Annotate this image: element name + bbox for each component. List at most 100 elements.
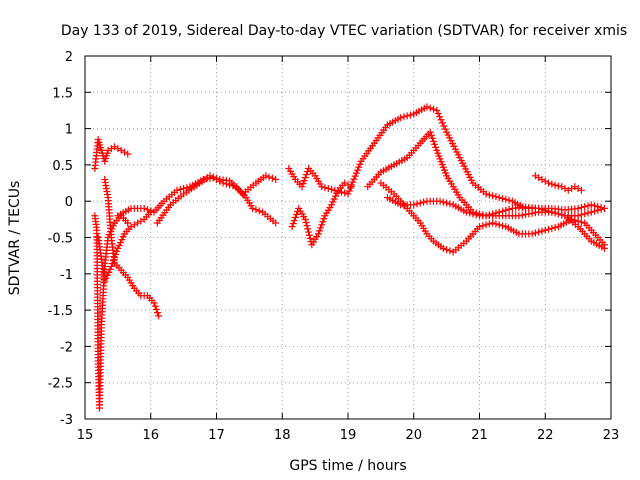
data-point-marker [265, 173, 273, 181]
data-point-marker [531, 229, 539, 237]
data-point-marker [303, 222, 311, 230]
data-point-marker [209, 173, 217, 181]
data-point-marker [446, 247, 454, 255]
data-point-marker [319, 218, 327, 226]
data-point-marker [485, 220, 493, 228]
data-point-marker [416, 199, 424, 207]
data-point-marker [499, 222, 507, 230]
data-point-marker [577, 204, 585, 212]
data-point-marker [587, 208, 595, 216]
data-point-marker [531, 172, 539, 180]
data-point-marker [538, 227, 546, 235]
data-point-marker [485, 191, 493, 199]
data-point-marker [318, 183, 326, 191]
x-tick-label: 23 [603, 428, 620, 443]
data-point-marker [535, 228, 543, 236]
data-point-marker [400, 113, 408, 121]
data-point-marker [482, 190, 490, 198]
data-point-marker [303, 168, 311, 176]
data-point-marker [443, 199, 451, 207]
data-point-marker [479, 222, 487, 230]
grid-lines [85, 56, 611, 419]
data-point-marker [317, 224, 325, 232]
data-point-marker [347, 183, 355, 191]
data-point-marker [436, 113, 444, 121]
data-point-marker [292, 211, 300, 219]
data-point-marker [272, 219, 280, 227]
data-point-marker [111, 253, 119, 261]
data-point-marker [538, 175, 546, 183]
data-point-marker [301, 174, 309, 182]
data-point-marker [301, 215, 309, 223]
data-point-marker [337, 188, 345, 196]
data-point-marker [403, 112, 411, 120]
data-point-marker [298, 183, 306, 191]
data-point-marker [505, 205, 513, 213]
x-axis-label: GPS time / hours [289, 458, 406, 474]
data-point-marker [306, 234, 314, 242]
data-point-marker [137, 217, 145, 225]
y-tick-labels: -3 -2.5 -2 -1.5 -1 -0.5 0 0.5 1 1.5 2 [48, 50, 73, 428]
data-point-marker [495, 221, 503, 229]
data-point-marker [255, 207, 263, 215]
y-tick-label: 0 [65, 195, 73, 210]
data-point-marker [554, 210, 562, 218]
chart-title: Day 133 of 2019, Sidereal Day-to-day VTE… [61, 23, 627, 39]
data-point-marker [545, 225, 553, 233]
data-point-marker [113, 247, 121, 255]
data-point-marker [577, 218, 585, 226]
data-point-marker [476, 223, 483, 231]
data-point-marker [558, 183, 566, 191]
data-point-marker [541, 177, 549, 185]
data-point-marker [545, 179, 553, 187]
data-point-marker [571, 183, 579, 191]
data-point-marker [429, 105, 437, 113]
data-point-marker [213, 174, 220, 182]
data-point-marker [120, 148, 128, 156]
data-point-marker [577, 211, 585, 219]
data-point-marker [438, 119, 446, 127]
data-point-marker [427, 131, 435, 139]
data-point-marker [554, 182, 562, 190]
data-point-marker [561, 184, 569, 192]
data-point-marker [587, 201, 595, 209]
x-tick-label: 15 [77, 428, 94, 443]
data-point-marker [489, 219, 497, 227]
data-point-marker [584, 209, 592, 217]
data-point-marker [288, 223, 296, 231]
data-point-marker [429, 137, 437, 145]
data-point-marker [574, 184, 582, 192]
data-point-marker [151, 302, 159, 310]
data-point-marker [423, 103, 431, 111]
data-point-marker [584, 202, 592, 210]
data-point-marker [551, 209, 559, 217]
data-point-marker [107, 263, 115, 271]
data-point-marker [262, 172, 270, 180]
data-point-marker [155, 312, 163, 320]
data-point-marker [143, 206, 151, 214]
data-point-marker [152, 305, 160, 313]
data-point-marker [290, 217, 298, 225]
data-point-marker [320, 215, 328, 223]
data-point-marker [437, 116, 445, 124]
data-point-marker [302, 219, 310, 227]
data-point-marker [525, 210, 533, 218]
data-point-marker [426, 104, 434, 112]
data-point-marker [535, 174, 543, 182]
data-point-marker [150, 299, 158, 307]
data-point-marker [432, 143, 440, 151]
data-point-marker [413, 200, 421, 208]
data-point-marker [134, 219, 142, 227]
data-point-marker [600, 204, 608, 212]
data-point-marker [406, 111, 414, 119]
x-tick-label: 21 [471, 428, 488, 443]
data-point-marker [528, 230, 536, 238]
data-point-marker [349, 178, 357, 186]
y-tick-label: -3 [60, 413, 73, 428]
data-point-marker [114, 145, 122, 153]
data-point-marker [574, 212, 582, 220]
data-point-marker [489, 192, 497, 200]
data-point-marker [318, 221, 326, 229]
data-markers [91, 103, 608, 412]
